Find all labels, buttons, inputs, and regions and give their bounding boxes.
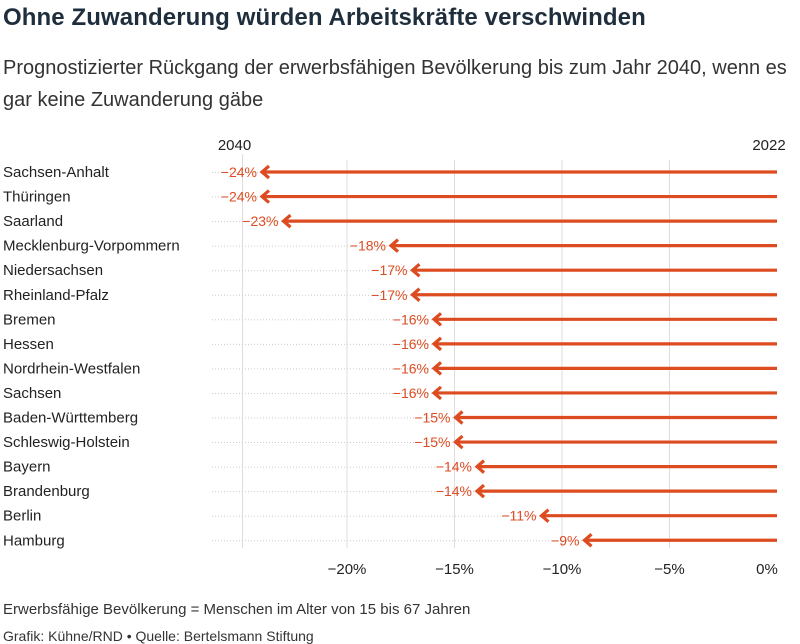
category-labels: Sachsen-Anhalt Thüringen Saarland Mecklenbu…: [3, 164, 180, 549]
category-label: Thüringen: [3, 189, 71, 206]
arrow-chart: 2040 2022 Sachsen-Anhalt Thüringen Saarlan…: [3, 137, 786, 578]
arrow-head: [259, 189, 271, 204]
value-label: −24%: [221, 164, 257, 180]
arrow-head: [453, 410, 464, 425]
value-label: −16%: [393, 311, 429, 327]
arrow-head: [388, 238, 400, 253]
value-label: −23%: [242, 213, 278, 229]
value-label: −17%: [371, 262, 407, 278]
category-label: Niedersachsen: [3, 262, 103, 279]
chart-title: Ohne Zuwanderung würden Arbeitskräfte ve…: [3, 4, 646, 31]
category-label: Nordrhein-Westfalen: [3, 360, 140, 377]
x-tick-label: −15%: [435, 561, 474, 578]
value-label: −15%: [414, 434, 450, 450]
source-credit: Grafik: Kühne/RND • Quelle: Bertelsmann …: [3, 628, 314, 644]
category-label: Mecklenburg-Vorpommern: [3, 238, 180, 255]
value-label: −18%: [350, 238, 386, 254]
category-label: Baden-Württemberg: [3, 410, 138, 427]
chart-subtitle: Prognostizierter Rückgang der erwerbsfäh…: [3, 57, 787, 111]
category-label: Saarland: [3, 213, 63, 230]
arrow-head: [259, 164, 271, 180]
arrow-head: [410, 262, 421, 278]
value-label: −15%: [414, 410, 450, 426]
category-label: Rheinland-Pfalz: [3, 287, 109, 304]
value-label: −14%: [436, 483, 472, 499]
end-year-label: 2040: [218, 137, 251, 154]
value-label: −24%: [221, 189, 257, 205]
arrow-head: [539, 508, 550, 523]
value-label: −9%: [551, 532, 579, 548]
category-label: Berlin: [3, 508, 41, 525]
arrow-head: [582, 533, 593, 548]
value-label: −14%: [436, 459, 472, 475]
arrow-head: [410, 287, 421, 302]
x-axis-ticks: −20% −15% −10% −5% 0%: [328, 561, 778, 578]
start-year-label: 2022: [752, 137, 785, 154]
x-tick-label: 0%: [756, 561, 778, 578]
arrow-head: [431, 385, 443, 401]
x-tick-label: −20%: [328, 561, 367, 578]
category-label: Schleswig-Holstein: [3, 434, 130, 451]
value-label: −16%: [393, 336, 429, 352]
x-tick-label: −10%: [543, 561, 582, 578]
arrow-head: [474, 459, 486, 474]
category-label: Bremen: [3, 311, 56, 328]
arrow-head: [281, 213, 292, 229]
category-label: Hessen: [3, 336, 54, 353]
value-label: −16%: [393, 360, 429, 376]
value-label: −16%: [393, 385, 429, 401]
category-label: Brandenburg: [3, 483, 90, 500]
value-label: −17%: [371, 287, 407, 303]
value-label: −11%: [501, 508, 536, 524]
category-label: Bayern: [3, 459, 51, 476]
value-labels: −24% −24% −23% −18% −17% −17% −16% −16% −16% −16%…: [221, 164, 580, 548]
arrow-head: [431, 312, 443, 327]
arrows: [259, 164, 777, 548]
arrow-head: [474, 483, 486, 499]
gridlines: [242, 154, 670, 548]
arrow-head: [453, 434, 464, 450]
arrow-head: [431, 336, 443, 352]
category-label: Sachsen-Anhalt: [3, 164, 110, 181]
category-label: Sachsen: [3, 385, 61, 402]
category-label: Hamburg: [3, 532, 65, 549]
arrow-head: [431, 361, 443, 376]
row-guides: [212, 172, 777, 542]
footnote: Erwerbsfähige Bevölkerung = Menschen im …: [3, 601, 471, 618]
x-tick-label: −5%: [654, 561, 684, 578]
